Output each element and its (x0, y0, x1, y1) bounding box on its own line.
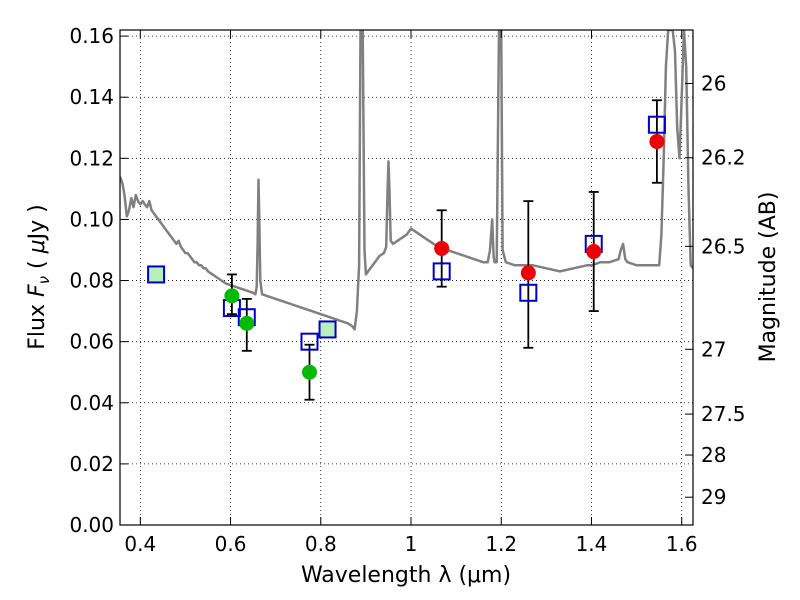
x-tick-label: 1 (405, 532, 418, 556)
x-tick-label: 0.6 (215, 532, 247, 556)
right-axis-label: Magnitude (AB) (756, 192, 781, 363)
blue-square-marker (647, 115, 666, 134)
x-tick-label: 1.6 (666, 532, 698, 556)
y-tick-label: 0.02 (69, 452, 114, 476)
x-tick-label: 0.8 (305, 532, 337, 556)
axis-ticks: 0.4 0.6 0.8 1 1.2 1.4 1.6 0.00 0.02 0.04 0.06 0.08 0… (69, 24, 745, 556)
right-tick-label: 27.5 (701, 402, 746, 426)
right-tick-label: 28 (701, 443, 726, 467)
y-tick-label: 0.08 (69, 269, 114, 293)
blue-square-marker (300, 332, 319, 351)
red-circle-marker (520, 265, 536, 281)
model-spectrum-line (120, 30, 693, 331)
green-circle-marker (224, 288, 240, 304)
plot-frame (119, 29, 694, 526)
right-tick-label: 27 (701, 337, 726, 361)
right-tick-label: 26 (701, 71, 726, 95)
y-tick-label: 0.12 (69, 146, 114, 170)
right-tick-label: 29 (701, 485, 726, 509)
red-circle-marker (649, 134, 665, 150)
x-tick-label: 0.4 (124, 532, 156, 556)
x-tick-label: 1.4 (576, 532, 608, 556)
y-axis-label-flux: Flux (25, 297, 50, 350)
y-axis-label-mu: μ (25, 239, 50, 254)
x-axis-label: Wavelength λ (μm) (301, 563, 511, 588)
x-tick-label: 1.2 (485, 532, 517, 556)
y-tick-label: 0.16 (69, 24, 114, 48)
y-axis-label-subscript: ν (35, 276, 53, 284)
y-axis-label-unit: ( (25, 253, 50, 276)
blue-square-marker (147, 265, 166, 284)
y-tick-label: 0.04 (69, 391, 114, 415)
y-axis-label-jy: Jy ) (25, 204, 50, 241)
blue-square-marker (432, 262, 451, 281)
y-tick-label: 0.14 (69, 85, 114, 109)
model-spectrum (120, 30, 693, 331)
y-axis-label-symbol: F (25, 284, 50, 297)
grid (120, 30, 693, 526)
red-circle-marker (434, 240, 450, 256)
red-circle-marker (586, 244, 602, 260)
observed-points (224, 134, 665, 380)
green-circle-marker (301, 364, 317, 380)
y-tick-label: 0.00 (69, 513, 114, 537)
y-tick-label: 0.10 (69, 207, 114, 231)
blue-square-marker (318, 320, 337, 339)
y-tick-label: 0.06 (69, 330, 114, 354)
right-tick-label: 26.2 (701, 146, 746, 170)
blue-square-marker (519, 283, 538, 302)
green-circle-marker (239, 315, 255, 331)
y-axis-label: Flux Fν ( μJy ) (25, 204, 53, 349)
right-tick-label: 26.5 (701, 234, 746, 258)
